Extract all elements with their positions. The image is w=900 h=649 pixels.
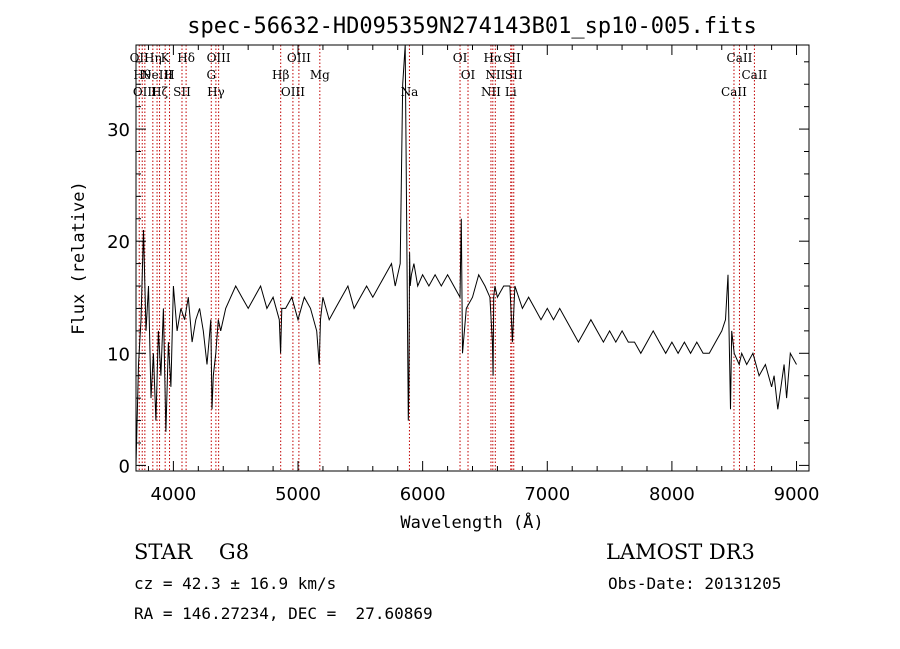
- x-tick-label-5: 9000: [774, 484, 820, 505]
- line-label-27: CaII: [727, 51, 753, 65]
- plot-frame: [135, 44, 810, 472]
- line-label-0: OII: [130, 51, 150, 65]
- line-label-3: Hη: [144, 51, 162, 65]
- line-label-19: OI: [461, 68, 476, 82]
- object-class: STAR G8: [134, 540, 250, 564]
- line-label-10: G: [206, 68, 216, 82]
- line-label-24: SII: [503, 51, 521, 65]
- line-label-18: OI: [453, 51, 468, 65]
- x-axis-ticks: 4000 5000 6000 7000 8000 9000: [147, 45, 820, 505]
- line-label-26: CaII: [721, 85, 747, 99]
- spectral-line-labels: OII Hθ OIII Hη NeIII Hζ KH SII Hδ G Hγ OIII Hβ OIII OI…: [130, 51, 768, 99]
- chart-title: spec-56632-HD095359N274143B01_sp10-005.f…: [187, 14, 757, 39]
- line-label-15: OIII: [287, 51, 311, 65]
- line-label-4: NeIII: [141, 68, 173, 82]
- line-label-2: OIII: [133, 85, 157, 99]
- y-tick-label-2: 20: [107, 232, 130, 253]
- line-label-28: CaII: [741, 68, 767, 82]
- x-tick-label-2: 6000: [400, 484, 446, 505]
- line-label-12: OIII: [207, 51, 231, 65]
- line-label-20: NII: [481, 85, 501, 99]
- line-label-6: K: [161, 51, 171, 65]
- y-axis-ticks: 0 10 20 30: [107, 61, 809, 477]
- line-label-23: Li: [505, 85, 517, 99]
- x-tick-label-4: 8000: [649, 484, 695, 505]
- observation-date: Obs-Date: 20131205: [608, 574, 782, 593]
- line-label-14: OIII: [281, 85, 305, 99]
- line-label-22: NII: [485, 68, 505, 82]
- line-label-8: SII: [173, 85, 191, 99]
- y-tick-label-1: 10: [107, 344, 130, 365]
- y-axis-label: Flux (relative): [69, 181, 89, 335]
- line-label-7: H: [164, 68, 174, 82]
- survey-name: LAMOST DR3: [606, 540, 755, 564]
- line-label-17: Na: [401, 85, 419, 99]
- line-label-1: Hθ: [133, 68, 151, 82]
- x-axis-label: Wavelength (Å): [400, 511, 543, 533]
- redshift-velocity: cz = 42.3 ± 16.9 km/s: [134, 574, 337, 593]
- line-label-21: Hα: [484, 51, 503, 65]
- x-tick-label-0: 4000: [150, 484, 196, 505]
- line-label-25: SII: [505, 68, 523, 82]
- spectral-line-markers: [138, 45, 755, 471]
- line-label-9: Hδ: [177, 51, 195, 65]
- line-label-5: Hζ: [151, 85, 168, 99]
- y-tick-label-0: 0: [119, 456, 130, 477]
- y-tick-label-3: 30: [107, 120, 130, 141]
- x-tick-label-1: 5000: [275, 484, 321, 505]
- x-tick-label-3: 7000: [524, 484, 570, 505]
- line-label-13: Hβ: [272, 68, 289, 82]
- coordinates: RA = 146.27234, DEC = 27.60869: [134, 604, 433, 623]
- line-label-16: Mg: [310, 68, 330, 82]
- line-label-11: Hγ: [207, 85, 225, 99]
- spectrum-line: [135, 44, 797, 466]
